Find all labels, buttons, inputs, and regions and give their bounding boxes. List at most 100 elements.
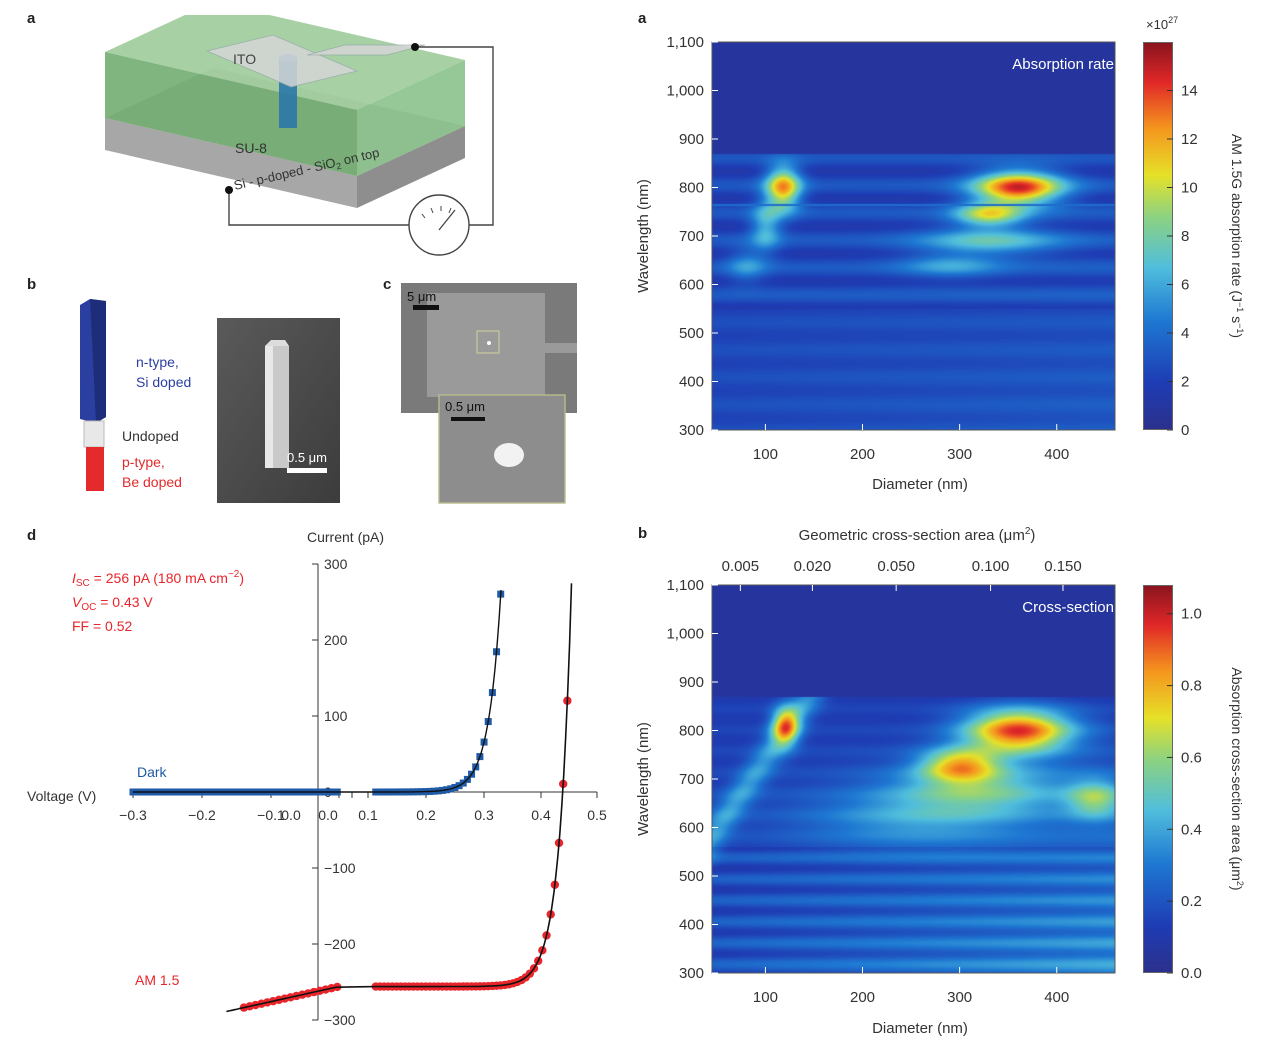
panel-label-c: c — [383, 276, 392, 293]
heatmap-ytick-label: 600 — [679, 820, 704, 837]
sem-c-scale-label: 5 μm — [407, 289, 436, 304]
heatmap-xtick-label: 400 — [1044, 989, 1069, 1006]
colorbar-tick-label: 0.6 — [1181, 749, 1202, 766]
iv-xtick-label: 0.3 — [474, 807, 494, 823]
ntype-label-2: Si doped — [136, 374, 191, 390]
colorbar-tick-label: 4 — [1181, 325, 1189, 342]
heatmap-ytick-label: 900 — [679, 674, 704, 691]
meter-icon — [408, 194, 470, 256]
cb1-exponent: ×1027 — [1146, 15, 1178, 32]
ff-annotation: FF = 0.52 — [72, 618, 133, 634]
heatmap-top-xtick-label: 0.005 — [722, 558, 760, 575]
su8-label: SU-8 — [235, 140, 267, 156]
iv-ytick-label: 200 — [324, 632, 348, 648]
colorbar-tick-label: 6 — [1181, 277, 1189, 294]
undoped-segment — [83, 420, 105, 448]
ntype-label-1: n-type, — [136, 354, 179, 370]
nanowire-model: n-type, Si doped Undoped p-type, Be dope… — [80, 299, 191, 491]
heatmap-ytick-label: 900 — [679, 131, 704, 148]
heatmap-xtick-label: 300 — [947, 446, 972, 463]
heatmap-top-xtick-label: 0.050 — [877, 558, 915, 575]
su8-side — [357, 60, 465, 176]
iv-ytick-label: −100 — [324, 860, 356, 876]
heatmap-ytick-label: 1,100 — [666, 577, 704, 594]
dark-series-label: Dark — [137, 764, 168, 780]
heatmap-top-xtick-label: 0.100 — [972, 558, 1010, 575]
heatmap-ytick-label: 800 — [679, 180, 704, 197]
cb2-label: Absorption cross-section area (μm2) — [1229, 667, 1245, 890]
heatmap-xtick-label: 100 — [753, 446, 778, 463]
hm2-ylabel: Wavelength (nm) — [635, 722, 652, 836]
iv-xtick-label: 0.5 — [587, 807, 607, 823]
heatmap-ytick-label: 800 — [679, 723, 704, 740]
voc-annotation: VOC = 0.43 V — [72, 594, 153, 613]
absorption-rate-heatmap — [712, 42, 1115, 430]
ptype-label-2: Be doped — [122, 474, 182, 490]
dark-fit-curve — [133, 590, 502, 793]
sem-scale-label: 0.5 μm — [287, 450, 327, 465]
device-schematic: ITO SU-8 Si - p-doped - SiO2 on top — [105, 15, 494, 256]
heatmap-ytick-label: 500 — [679, 868, 704, 885]
panel-label-b-right: b — [638, 525, 648, 542]
colorbar-tick-label: 14 — [1181, 83, 1198, 100]
iv-xtick-label: −0.3 — [119, 807, 147, 823]
si-contact-dot — [225, 186, 233, 194]
iv-xtick-label: −0.1 — [257, 807, 285, 823]
heatmap-ytick-label: 1,100 — [666, 34, 704, 51]
heatmap-xtick-label: 200 — [850, 989, 875, 1006]
heatmap-xtick-label: 200 — [850, 446, 875, 463]
heatmap-ytick-label: 700 — [679, 228, 704, 245]
iv-chart: −0.3 −0.2 −0.10.0 0.0 0.1 0.2 0.3 0.4 0.53002001… — [27, 529, 607, 1028]
iv-ytick-label: −200 — [324, 936, 356, 952]
colorbar-tick-label: 2 — [1181, 374, 1189, 391]
cross-section-heatmap — [712, 585, 1115, 973]
wire-bottom — [228, 190, 409, 226]
iv-ytick-label: −300 — [324, 1012, 356, 1028]
heatmap-ytick-label: 1,000 — [666, 83, 704, 100]
colorbar-tick-label: 0.2 — [1181, 893, 1202, 910]
heatmap-ytick-label: 1,000 — [666, 626, 704, 643]
heatmap-ytick-label: 600 — [679, 277, 704, 294]
ptype-segment — [86, 447, 104, 491]
hm1-xlabel: Diameter (nm) — [872, 476, 968, 493]
heatmap-top-xtick-label: 0.150 — [1044, 558, 1082, 575]
sem-inset-scale-label: 0.5 μm — [445, 399, 485, 414]
colorbar-tick-label: 0.0 — [1181, 965, 1202, 982]
colorbar-tick-label: 0.4 — [1181, 821, 1202, 838]
absorption-rate-axes: 100 200 300 4001,1001,000900800700600500400… — [635, 15, 1245, 493]
cross-section-colorbar — [1143, 585, 1173, 973]
heatmap-ytick-label: 400 — [679, 374, 704, 391]
colorbar-tick-label: 1.0 — [1181, 606, 1202, 623]
isc-annotation: ISC = 256 pA (180 mA cm−2) — [72, 569, 244, 589]
colorbar-tick-label: 0 — [1181, 422, 1189, 439]
heatmap-xtick-label: 100 — [753, 989, 778, 1006]
ito-contact-dot — [411, 43, 419, 51]
iv-xtick-label: 0.0 — [281, 807, 301, 823]
colorbar-tick-label: 8 — [1181, 228, 1189, 245]
sem-nanowire-image: 0.5 μm — [217, 318, 340, 503]
iv-xtick-label: 0.4 — [531, 807, 551, 823]
heatmap-ytick-label: 700 — [679, 771, 704, 788]
iv-ytick-label: 300 — [324, 556, 348, 572]
colorbar-tick-label: 0.8 — [1181, 678, 1202, 695]
sem-device-image: 5 μm 0.5 μm — [401, 283, 577, 504]
si-substrate-front — [105, 118, 357, 208]
ito-pad — [205, 34, 359, 88]
ito-label: ITO — [233, 51, 256, 67]
su8-front — [105, 52, 357, 176]
absorption-rate-title: Absorption rate — [1012, 56, 1114, 73]
iv-xtick-label: 0.1 — [358, 807, 378, 823]
colorbar-tick-label: 12 — [1181, 131, 1198, 148]
sem-scale-bar — [287, 468, 327, 473]
hm2-xlabel: Diameter (nm) — [872, 1020, 968, 1037]
ito-strip — [306, 44, 426, 56]
panel-label-a-left: a — [27, 10, 36, 27]
panel-label-d: d — [27, 527, 37, 544]
iv-xtick-label: 0.0 — [318, 807, 338, 823]
wire-top — [415, 46, 494, 226]
hm1-ylabel: Wavelength (nm) — [635, 179, 652, 293]
panel-label-b-left: b — [27, 276, 37, 293]
colorbar-tick-label: 10 — [1181, 180, 1198, 197]
iv-ylabel: Current (pA) — [307, 529, 384, 545]
iv-ytick-label: 100 — [324, 708, 348, 724]
